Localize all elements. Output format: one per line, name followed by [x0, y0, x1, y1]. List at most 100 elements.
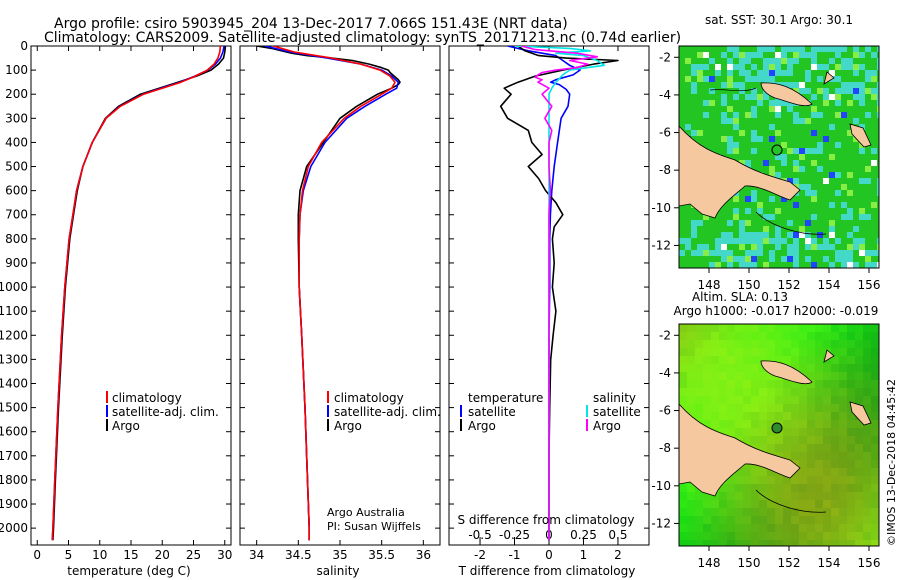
map-x-tick-label: 154	[818, 556, 841, 570]
x-tick-label: 0	[33, 548, 41, 562]
legend-temperature-heading: temperature	[468, 391, 543, 405]
salinity-x-axis: 34 34.5 35 35.5 36	[249, 46, 431, 562]
salinity-axis-label: salinity	[316, 564, 359, 578]
series-climatology	[273, 46, 396, 541]
map-x-tick-label: 156	[858, 278, 881, 292]
depth-tick-label: 1500	[0, 401, 28, 415]
depth-tick-label: 300	[5, 111, 28, 125]
t-difference-axis-label: T difference from climatology	[458, 564, 636, 578]
series-t-argo	[499, 46, 619, 541]
sla-argo-position-marker	[771, 422, 783, 434]
x-tick-label: 15	[123, 548, 138, 562]
depth-tick-label: 1200	[0, 328, 28, 342]
sst-map-land	[679, 71, 872, 235]
series-satellite-adj-clim	[51, 46, 225, 541]
depth-tick-label: 1000	[0, 280, 28, 294]
sst-argo-position-marker	[771, 144, 783, 156]
x-tick-label: 30	[217, 548, 232, 562]
temperature-series	[51, 46, 227, 541]
depth-tick-label: 1100	[0, 304, 28, 318]
legend-satellite: satellite-adj. clim.	[112, 405, 219, 419]
x-tick-label: -1	[509, 548, 521, 562]
depth-tick-label: 400	[5, 135, 28, 149]
legend-satellite: satellite-adj. clim.	[334, 405, 441, 419]
temperature-legend: climatology satellite-adj. clim. Argo	[106, 391, 219, 433]
depth-tick-label: 1400	[0, 376, 28, 390]
x-tick-label: 20	[155, 548, 170, 562]
sla-map-axes: 148 150 152 154 156 -2 -4 -6 -8 -10 -12	[651, 328, 880, 570]
sla-map: 148 150 152 154 156 -2 -4 -6 -8 -10 -12	[651, 323, 880, 570]
depth-tick-label: 1700	[0, 449, 28, 463]
x-tick-label: 0.5	[608, 528, 627, 542]
temperature-panel-frame	[30, 45, 232, 546]
map-x-tick-label: 148	[698, 556, 721, 570]
depth-axis: 0 100 200 300 400 500 600 700 800 900 1000 1100 1200…	[0, 39, 649, 535]
map-y-tick-label: -4	[659, 366, 671, 380]
map-x-tick-label: 150	[738, 278, 761, 292]
credit-institution: Argo Australia	[327, 506, 405, 519]
x-tick-label: 36	[416, 548, 431, 562]
depth-tick-label: 800	[5, 232, 28, 246]
salinity-series	[256, 46, 401, 541]
difference-series	[499, 46, 619, 541]
map-y-tick-label: -8	[659, 441, 671, 455]
series-satellite-adj-clim	[264, 46, 400, 541]
map-y-tick-label: -10	[651, 201, 671, 215]
sst-map-axes: 148 150 152 154 156 -2 -4 -6 -8 -10 -12	[651, 50, 880, 292]
credit-pi: PI: Susan Wijffels	[327, 520, 421, 533]
depth-tick-label: 600	[5, 184, 28, 198]
series-climatology	[51, 46, 222, 541]
legend-climatology: climatology	[334, 391, 404, 405]
map-y-tick-label: -10	[651, 479, 671, 493]
map-x-tick-label: 152	[778, 278, 801, 292]
series-t-satellite	[507, 46, 581, 541]
sla-map-subtitle: Argo h1000: -0.017 h2000: -0.019	[674, 304, 879, 318]
x-tick-label: 34.5	[285, 548, 312, 562]
depth-tick-label: 100	[5, 63, 28, 77]
depth-tick-label: 1600	[0, 425, 28, 439]
temperature-axis-label: temperature (deg C)	[67, 564, 190, 578]
sst-map-title: sat. SST: 30.1 Argo: 30.1	[705, 13, 853, 27]
sla-map-land	[679, 349, 872, 513]
map-y-tick-label: -6	[659, 126, 671, 140]
x-tick-label: 10	[92, 548, 107, 562]
depth-tick-label: 1300	[0, 352, 28, 366]
legend-climatology: climatology	[112, 391, 182, 405]
depth-tick-label: 1900	[0, 497, 28, 511]
series-s-satellite	[514, 46, 606, 541]
depth-tick-label: 700	[5, 208, 28, 222]
map-y-tick-label: -4	[659, 88, 671, 102]
x-tick-label: 0	[545, 548, 553, 562]
sla-map-title: Altim. SLA: 0.13	[692, 290, 788, 304]
map-x-tick-label: 150	[738, 556, 761, 570]
figure-subtitle: Climatology: CARS2009. Satellite-adjuste…	[44, 30, 681, 46]
imos-stamp: ©IMOS 13-Dec-2018 04:45:42	[885, 379, 898, 546]
legend-s-argo: Argo	[593, 419, 621, 433]
depth-tick-label: 2000	[0, 521, 28, 535]
x-tick-label: 5	[65, 548, 73, 562]
legend-s-satellite: satellite	[593, 405, 641, 419]
map-x-tick-label: 148	[698, 278, 721, 292]
x-tick-label: -2	[474, 548, 486, 562]
legend-t-argo: Argo	[468, 419, 496, 433]
map-x-tick-label: 152	[778, 556, 801, 570]
legend-argo: Argo	[334, 419, 362, 433]
depth-tick-label: 500	[5, 160, 28, 174]
depth-tick-label: 200	[5, 87, 28, 101]
legend-t-satellite: satellite	[468, 405, 516, 419]
map-x-tick-label: 156	[858, 556, 881, 570]
x-tick-label: 0.25	[570, 528, 597, 542]
map-x-tick-label: 154	[818, 278, 841, 292]
salinity-legend: climatology satellite-adj. clim. Argo	[327, 391, 441, 433]
salinity-panel-frame	[239, 45, 441, 546]
map-y-tick-label: -12	[651, 238, 671, 252]
salinity-difference-x-axis: -0.5 -0.25 0 0.25 0.5	[468, 528, 628, 542]
map-y-tick-label: -8	[659, 163, 671, 177]
sst-map: 148 150 152 154 156 -2 -4 -6 -8 -10 -12	[651, 45, 880, 292]
x-tick-label: 25	[186, 548, 201, 562]
x-tick-label: 35.5	[368, 548, 395, 562]
x-tick-label: -0.25	[499, 528, 530, 542]
depth-tick-label: 1800	[0, 473, 28, 487]
legend-salinity-heading: salinity	[593, 391, 636, 405]
